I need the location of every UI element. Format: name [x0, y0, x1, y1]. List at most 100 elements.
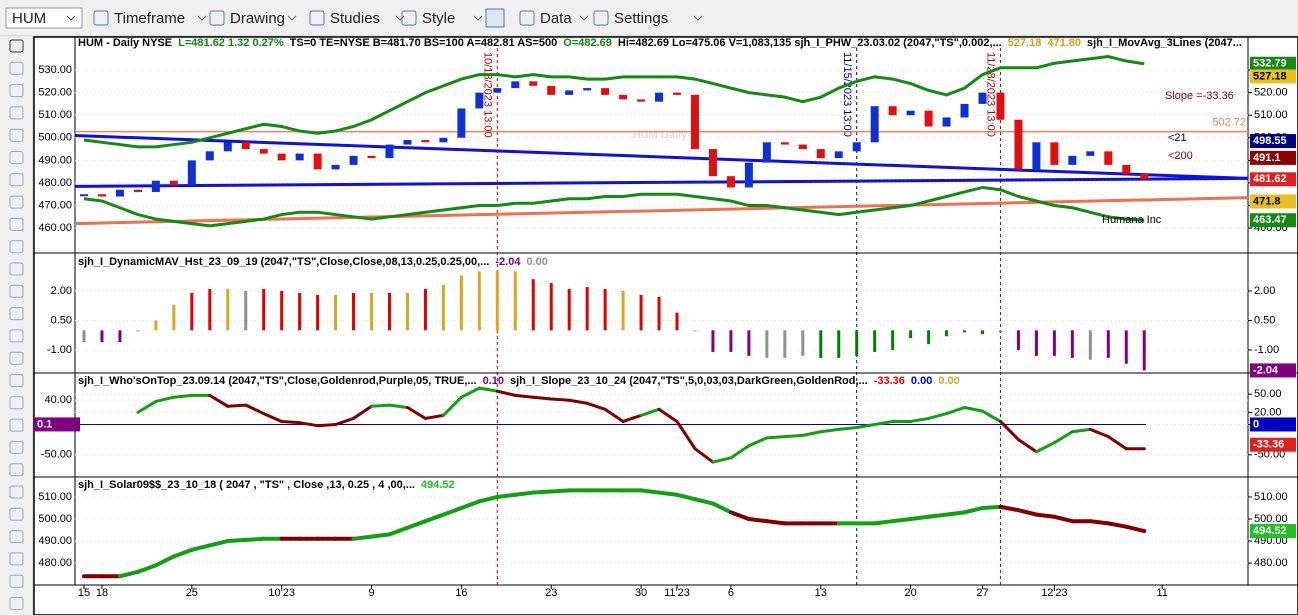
y-tick-label: 520.00: [1254, 87, 1288, 99]
toolbar-item[interactable]: Data: [540, 10, 572, 27]
candle: [1032, 142, 1041, 170]
histogram-bar: [549, 283, 553, 331]
toolbar-item[interactable]: Style: [422, 10, 455, 27]
price-box-label: 491.1: [1253, 152, 1281, 164]
tool-icon[interactable]: [9, 440, 24, 454]
candle: [870, 106, 879, 143]
line-segment: [1124, 524, 1147, 534]
tool-icon[interactable]: [9, 574, 24, 588]
candle: [457, 108, 466, 138]
y-tick-label: 500.00: [38, 513, 72, 525]
line-segment: [477, 386, 499, 393]
tool-icon[interactable]: [9, 151, 24, 164]
marker-label: 11/15/2023 13:00: [841, 52, 853, 137]
price-box: [1250, 150, 1296, 165]
candle: [241, 142, 250, 150]
line-segment: [747, 436, 769, 448]
candle: [888, 106, 897, 116]
tool-icon[interactable]: [9, 463, 24, 477]
candle: [277, 153, 286, 161]
line-segment: [298, 421, 320, 428]
tool-icon[interactable]: [9, 396, 24, 410]
line-segment: [783, 433, 805, 439]
tool-icon[interactable]: [9, 262, 24, 276]
tool-icon[interactable]: [9, 284, 24, 298]
candle: [169, 180, 178, 186]
line-segment: [1034, 512, 1057, 519]
symbol-box[interactable]: [5, 7, 83, 29]
toolbar-item[interactable]: Drawing: [230, 10, 285, 27]
histogram-bar: [801, 330, 805, 356]
line-segment: [657, 407, 679, 423]
tool-icon[interactable]: [9, 240, 24, 254]
tool-icon[interactable]: [9, 530, 24, 544]
toolbar-item[interactable]: Timeframe: [114, 10, 185, 27]
histogram-bar: [208, 289, 212, 331]
tool-icon[interactable]: [9, 374, 24, 387]
tool-icon[interactable]: [9, 485, 24, 499]
tool-icon[interactable]: [9, 418, 24, 432]
tool-icon[interactable]: [9, 307, 24, 321]
toolbar-item[interactable]: Settings: [614, 10, 668, 27]
tool-icon[interactable]: [9, 39, 24, 53]
header-part: sjh_I_MovAvg_3Lines (2047...: [1087, 37, 1242, 49]
line-segment: [117, 569, 140, 579]
line-segment: [944, 510, 967, 517]
line-segment: [351, 534, 374, 541]
candle: [942, 117, 951, 127]
histogram-bar: [1016, 330, 1020, 350]
line-segment: [513, 393, 535, 399]
price-box: [1250, 524, 1296, 539]
price-box-label: -2.04: [1253, 364, 1279, 376]
price-box: [1250, 363, 1296, 378]
toolbar-item[interactable]: Studies: [330, 10, 380, 27]
tool-icon[interactable]: [9, 106, 24, 120]
histogram-bar: [927, 330, 931, 345]
candle: [205, 151, 214, 161]
toolbar-icon: [401, 10, 417, 26]
histogram-bar: [783, 330, 787, 358]
line-segment: [693, 447, 715, 464]
candle: [313, 153, 322, 170]
histogram-bar: [495, 271, 499, 331]
candle: [331, 164, 340, 170]
tool-icon[interactable]: [9, 597, 24, 610]
tool-icon[interactable]: [9, 552, 24, 566]
candle: [637, 99, 646, 102]
candle: [421, 140, 430, 143]
candle: [1014, 119, 1023, 170]
tool-icon[interactable]: [9, 507, 24, 521]
line-segment: [495, 389, 517, 397]
candle: [493, 88, 502, 93]
price-box: [1250, 437, 1296, 452]
line-segment: [334, 416, 356, 426]
tool-icon[interactable]: [9, 61, 24, 75]
tool-icon[interactable]: [9, 128, 24, 142]
tool-icon[interactable]: [9, 173, 24, 187]
tool-icon[interactable]: [9, 217, 24, 231]
candle: [924, 110, 933, 127]
tool-icon[interactable]: [9, 351, 24, 365]
line-segment: [837, 426, 859, 431]
line-segment: [621, 413, 643, 423]
tool-icon[interactable]: [9, 84, 24, 98]
histogram-bar: [639, 294, 643, 331]
tool-icon[interactable]: [9, 195, 24, 209]
candle: [1086, 151, 1095, 156]
line-segment: [890, 516, 913, 524]
line-segment: [909, 416, 931, 423]
line-segment: [135, 563, 158, 574]
price-box: [1250, 417, 1296, 432]
symbol[interactable]: HUM: [12, 10, 46, 27]
y-tick-label: 510.00: [38, 109, 72, 121]
price-box: [1250, 194, 1296, 209]
candle: [511, 81, 520, 89]
toolbar-icon: [93, 10, 109, 26]
tool-icon[interactable]: [9, 329, 24, 343]
price-box: [1250, 56, 1296, 71]
line-segment: [549, 397, 571, 402]
header-part: 0.00: [526, 256, 547, 268]
candle: [403, 140, 412, 145]
y-tick-label: 480.00: [38, 557, 72, 569]
line-segment: [728, 510, 751, 521]
